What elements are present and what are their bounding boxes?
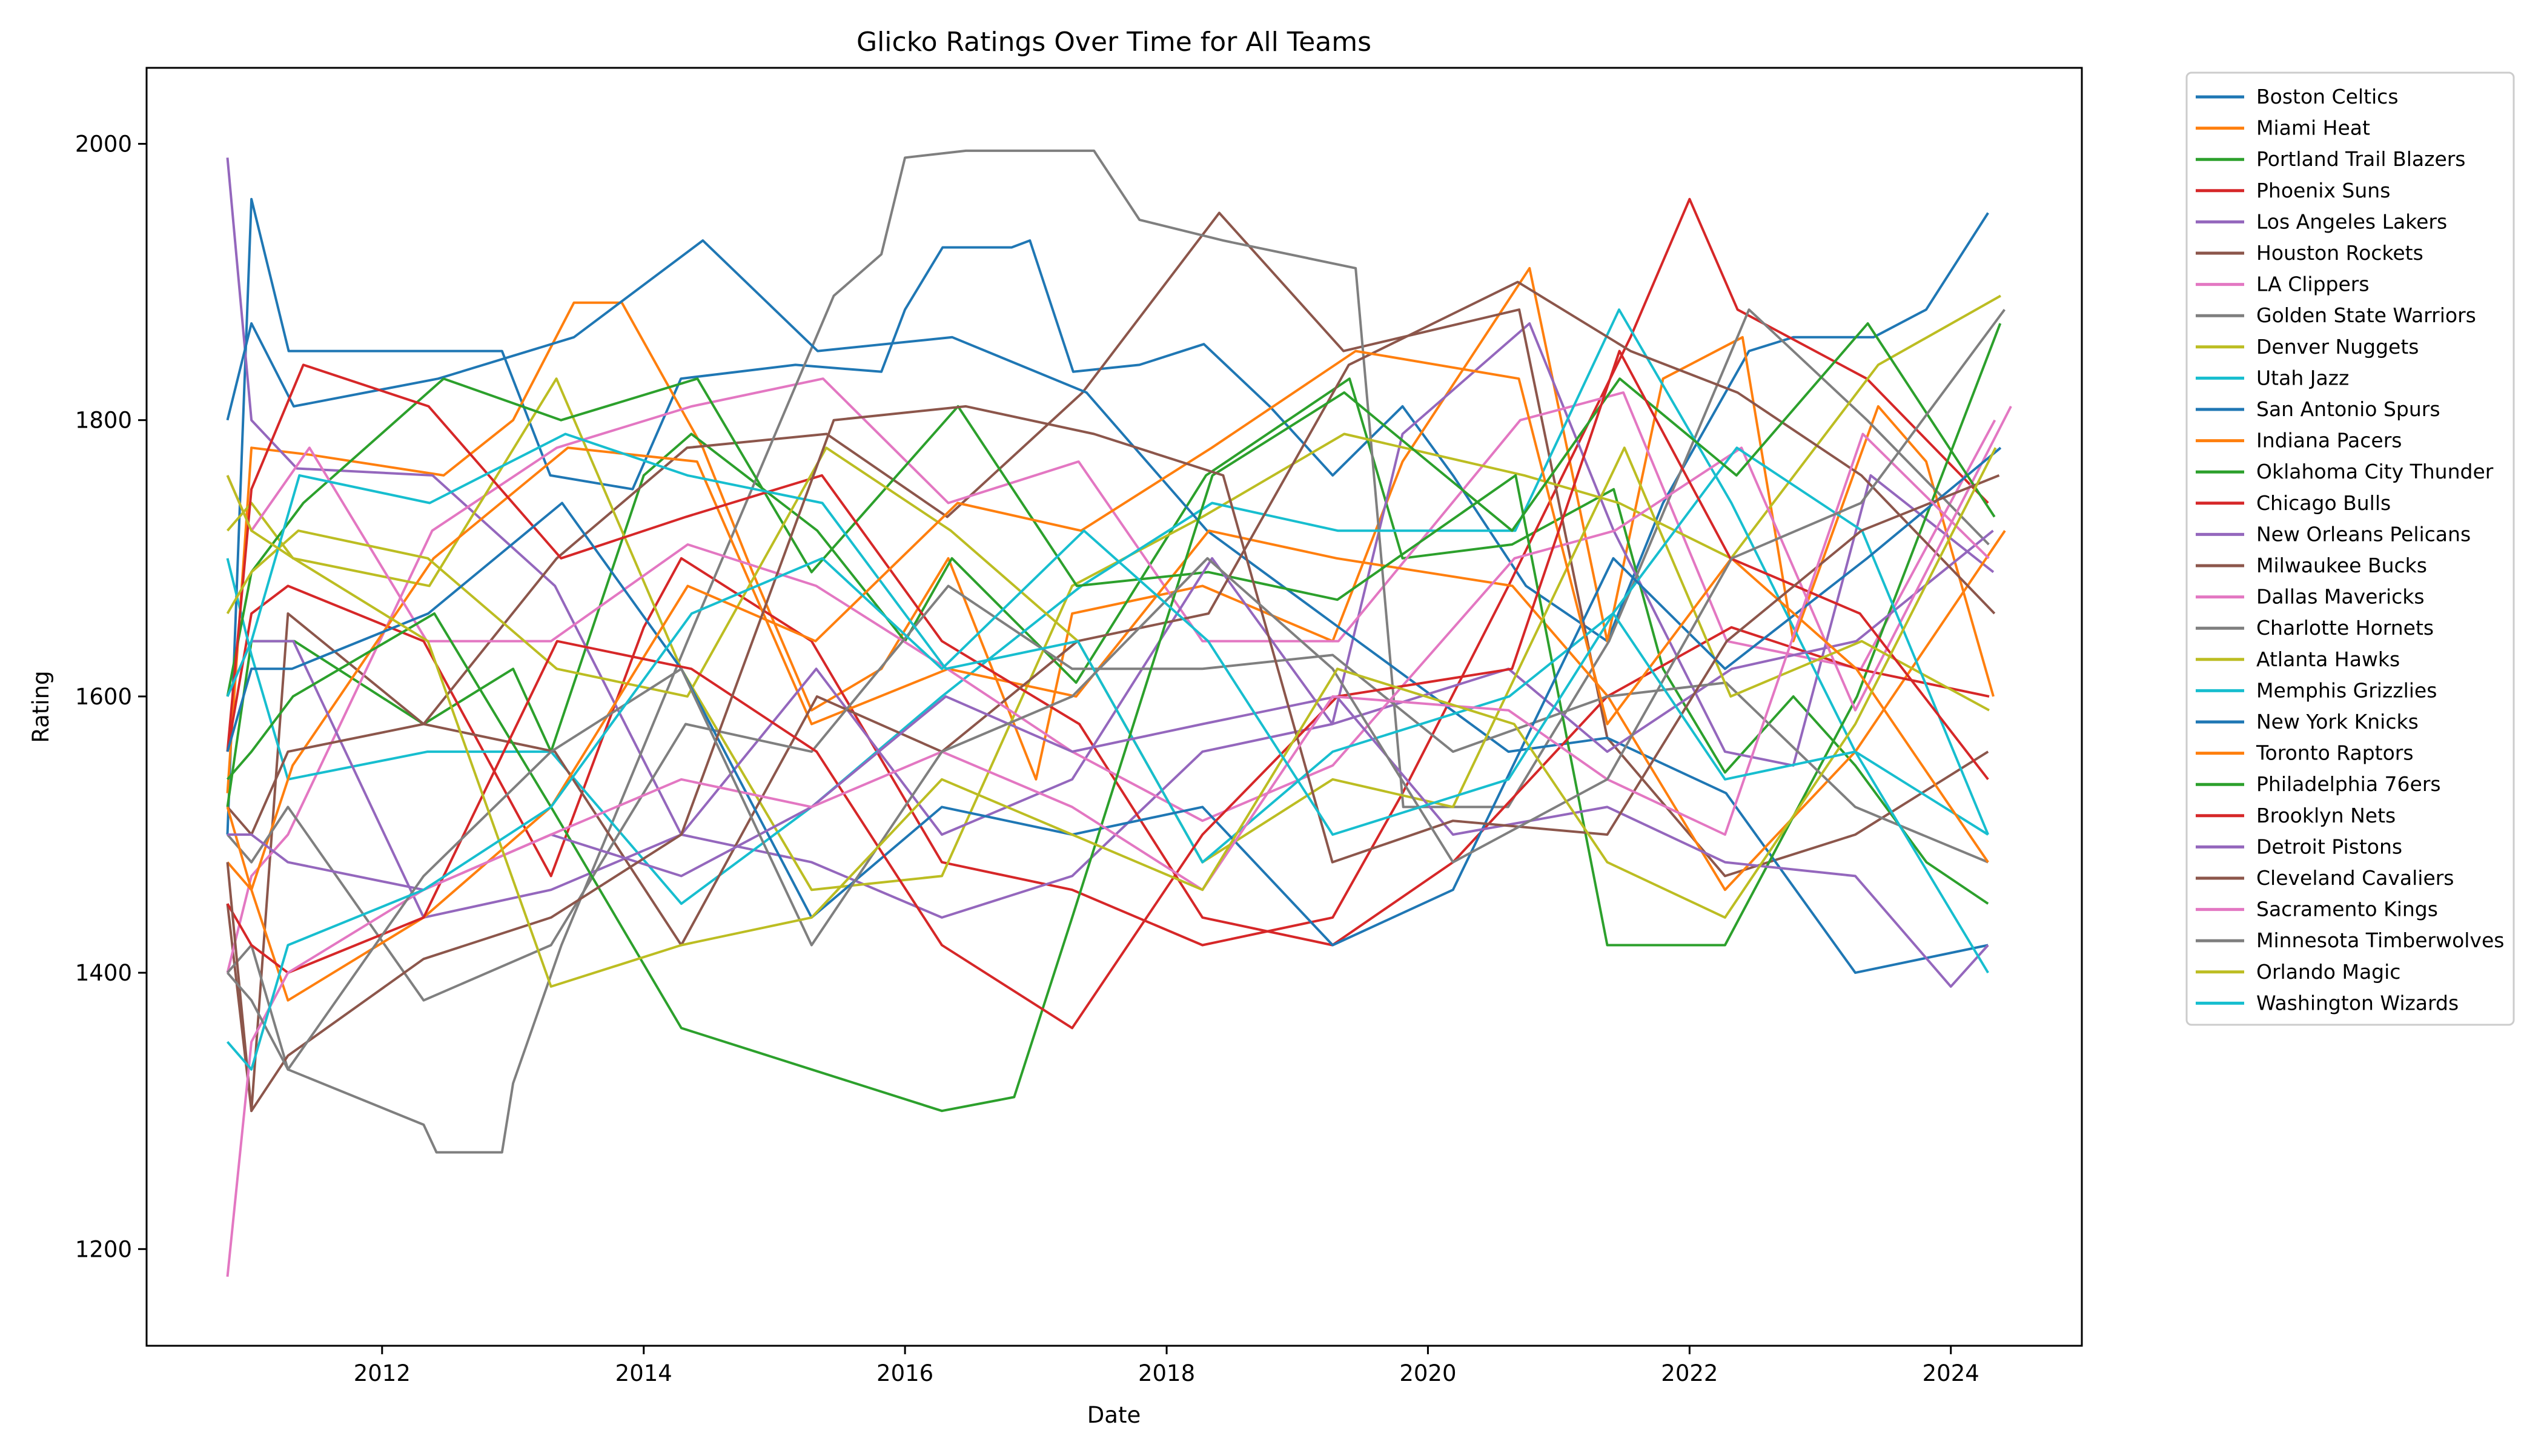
series-line-24 <box>227 695 1989 988</box>
y-tick-label-3: 1800 <box>75 408 132 434</box>
series-line-9 <box>226 308 1989 905</box>
series-line-7 <box>226 149 1990 1154</box>
series-line-13 <box>226 363 1990 947</box>
y-tick-label-4: 2000 <box>75 131 132 157</box>
series-line-21 <box>226 349 1989 1002</box>
series-line-17 <box>226 584 1989 1002</box>
legend-label-11: Indiana Pacers <box>2256 429 2402 452</box>
legend-label-16: Dallas Mavericks <box>2256 585 2425 609</box>
x-tick-label-0: 2012 <box>354 1360 411 1386</box>
series-line-0 <box>226 197 1989 835</box>
series-line-27 <box>226 309 2006 1071</box>
x-axis: 2012 2014 2016 2018 2020 2022 2024 <box>354 1346 1979 1386</box>
series-line-26 <box>226 432 1990 1277</box>
legend-label-22: Philadelphia 76ers <box>2256 772 2441 796</box>
x-tick-label-3: 2018 <box>1138 1360 1195 1386</box>
series-line-25 <box>226 405 2000 1113</box>
legend-label-19: Memphis Grizzlies <box>2256 678 2437 702</box>
legend-label-24: Detroit Pistons <box>2256 835 2402 858</box>
legend-label-9: Utah Jazz <box>2256 366 2349 389</box>
legend-label-1: Miami Heat <box>2256 116 2370 140</box>
legend-label-7: Golden State Warriors <box>2256 303 2476 327</box>
legend-label-3: Phoenix Suns <box>2256 179 2390 202</box>
legend-label-23: Brooklyn Nets <box>2256 804 2396 827</box>
legend-label-29: Washington Wizards <box>2256 991 2459 1014</box>
x-tick-label-5: 2022 <box>1661 1360 1718 1386</box>
legend-label-4: Los Angeles Lakers <box>2256 210 2447 233</box>
legend-label-20: New York Knicks <box>2256 710 2419 733</box>
legend-label-10: San Antonio Spurs <box>2256 397 2440 421</box>
y-tick-label-2: 1600 <box>75 684 132 710</box>
series-line-28 <box>226 447 1997 988</box>
legend-label-8: Denver Nuggets <box>2256 335 2419 359</box>
series-line-1 <box>226 266 1995 793</box>
legend-label-25: Cleveland Cavaliers <box>2256 866 2454 890</box>
legend-label-15: Milwaukee Bucks <box>2256 554 2427 577</box>
plot-frame <box>145 67 2083 1347</box>
series-line-22 <box>226 322 1996 1113</box>
series-line-3 <box>226 197 1989 947</box>
series-layer <box>226 149 2012 1277</box>
y-axis: 1200 1400 1600 1800 2000 <box>75 131 147 1262</box>
chart-title: Glicko Ratings Over Time for All Teams <box>856 27 1371 58</box>
series-line-6 <box>226 377 1996 973</box>
series-line-29 <box>226 529 1989 1071</box>
legend-label-2: Portland Trail Blazers <box>2256 147 2466 171</box>
legend-label-21: Toronto Raptors <box>2256 741 2414 765</box>
legend-label-6: LA Clippers <box>2256 273 2370 296</box>
y-tick-label-1: 1400 <box>75 960 132 986</box>
series-line-10 <box>226 239 1989 975</box>
x-tick-label-2: 2016 <box>876 1360 933 1386</box>
series-line-18 <box>226 446 1990 864</box>
legend-label-27: Minnesota Timberwolves <box>2256 928 2504 952</box>
legend-label-5: Houston Rockets <box>2256 241 2423 265</box>
x-tick-label-4: 2020 <box>1399 1360 1456 1386</box>
legend-label-12: Oklahoma City Thunder <box>2256 460 2494 483</box>
legend-label-13: Chicago Bulls <box>2256 491 2391 515</box>
legend-box <box>2185 71 2515 1026</box>
legend-label-17: Charlotte Hornets <box>2256 616 2434 640</box>
series-line-23 <box>226 349 1989 1030</box>
y-tick-label-0: 1200 <box>75 1236 132 1262</box>
series-line-12 <box>226 323 2002 947</box>
x-axis-label: Date <box>1087 1402 1141 1428</box>
legend-label-28: Orlando Magic <box>2256 960 2400 984</box>
legend-label-18: Atlanta Hawks <box>2256 647 2400 671</box>
series-line-15 <box>226 280 1996 947</box>
legend-label-0: Boston Celtics <box>2256 85 2399 108</box>
y-axis-label: Rating <box>28 670 54 743</box>
legend-label-26: Sacramento Kings <box>2256 898 2438 921</box>
x-tick-label-1: 2014 <box>615 1360 672 1386</box>
series-line-2 <box>226 377 1989 905</box>
series-line-20 <box>226 446 2002 947</box>
x-tick-label-6: 2024 <box>1923 1360 1979 1386</box>
series-line-19 <box>226 432 1990 864</box>
legend-label-14: New Orleans Pelicans <box>2256 522 2471 546</box>
legend: Boston Celtics Miami Heat Portland Trail B… <box>2185 71 2515 1026</box>
